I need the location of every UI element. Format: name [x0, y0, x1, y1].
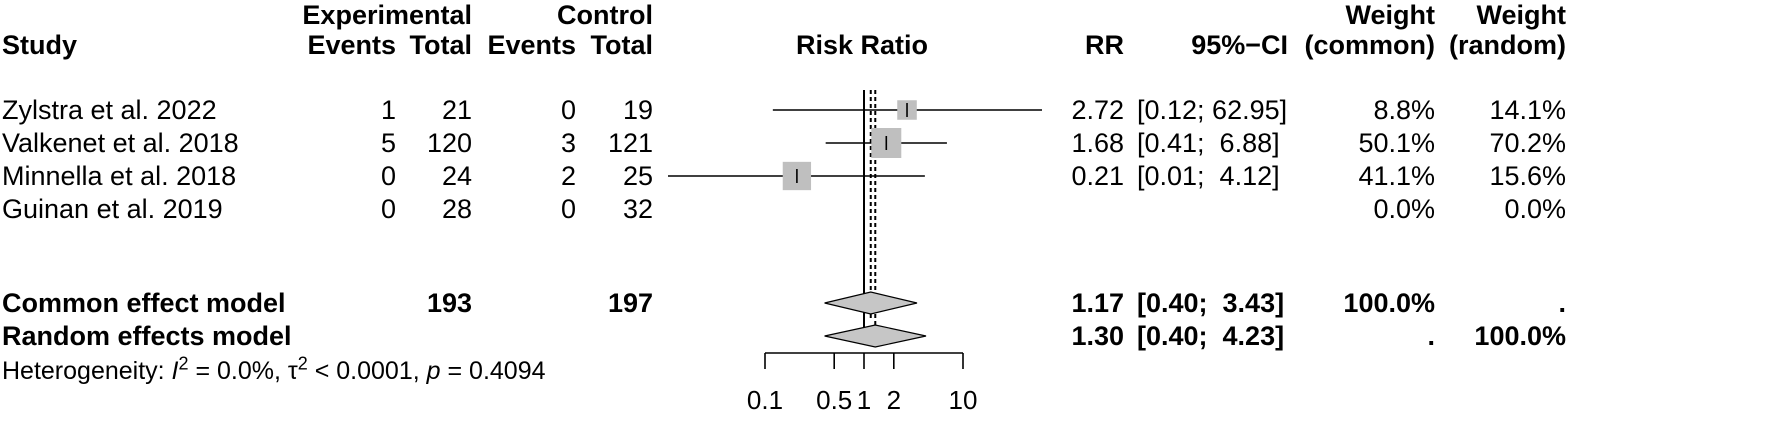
header-study: Study	[2, 30, 78, 60]
header-ctrl-events: Events	[487, 30, 576, 60]
random-rr: 1.30	[1071, 321, 1124, 351]
common-ci: [0.40; 3.43]	[1137, 288, 1285, 318]
study-ci: [0.12; 62.95]	[1137, 95, 1288, 125]
x-axis-tick-label: 1	[857, 385, 871, 415]
common-exp-total: 193	[426, 288, 472, 318]
x-axis-tick-label: 10	[949, 385, 978, 415]
study-name: Guinan et al. 2019	[2, 194, 223, 224]
exp-events: 0	[380, 194, 396, 224]
common-weight-random: .	[1558, 288, 1566, 318]
study-ci: [0.41; 6.88]	[1137, 128, 1280, 158]
header-control: Control	[557, 0, 653, 30]
x-axis-tick-label: 0.1	[747, 385, 783, 415]
ctrl-total: 19	[622, 95, 653, 125]
x-axis-tick-label: 2	[887, 385, 901, 415]
random-effects-label: Random effects model	[2, 321, 292, 351]
study-rr: 1.68	[1071, 128, 1124, 158]
header-weight-common-sub: (common)	[1304, 30, 1436, 60]
random-effects-diamond	[824, 324, 927, 348]
ctrl-events: 2	[560, 161, 576, 191]
random-weight-random: 100.0%	[1474, 321, 1566, 351]
ctrl-total: 121	[607, 128, 653, 158]
header-risk-ratio: Risk Ratio	[795, 30, 929, 60]
ctrl-events: 0	[560, 194, 576, 224]
exp-total: 120	[426, 128, 472, 158]
common-weight-common: 100.0%	[1343, 288, 1435, 318]
common-ctrl-total: 197	[607, 288, 653, 318]
study-name: Zylstra et al. 2022	[2, 95, 217, 125]
header-weight-random: Weight	[1476, 0, 1567, 30]
study-weight-common: 0.0%	[1373, 194, 1435, 224]
ctrl-total: 32	[622, 194, 653, 224]
study-weight-common: 50.1%	[1358, 128, 1435, 158]
study-name: Minnella et al. 2018	[2, 161, 237, 191]
study-name: Valkenet et al. 2018	[2, 128, 239, 158]
heterogeneity-text: Heterogeneity: I2 = 0.0%, τ2 < 0.0001, p…	[2, 353, 546, 385]
exp-total: 28	[441, 194, 472, 224]
header-weight-common: Weight	[1345, 0, 1436, 30]
header-exp-total: Total	[409, 30, 473, 60]
random-weight-common: .	[1427, 321, 1435, 351]
header-rr: RR	[1085, 30, 1124, 60]
exp-total: 24	[441, 161, 472, 191]
study-weight-common: 8.8%	[1373, 95, 1435, 125]
study-weight-random: 15.6%	[1489, 161, 1566, 191]
study-weight-random: 70.2%	[1489, 128, 1566, 158]
header-ctrl-total: Total	[590, 30, 654, 60]
study-weight-common: 41.1%	[1358, 161, 1435, 191]
common-effect-label: Common effect model	[2, 288, 286, 318]
exp-events: 1	[380, 95, 396, 125]
header-experimental: Experimental	[302, 0, 472, 30]
exp-events: 5	[380, 128, 396, 158]
ctrl-events: 0	[560, 95, 576, 125]
header-exp-events: Events	[307, 30, 396, 60]
random-ci: [0.40; 4.23]	[1137, 321, 1285, 351]
study-ci: [0.01; 4.12]	[1137, 161, 1280, 191]
study-rr: 2.72	[1071, 95, 1124, 125]
study-rr: 0.21	[1071, 161, 1124, 191]
ctrl-total: 25	[622, 161, 653, 191]
study-weight-random: 14.1%	[1489, 95, 1566, 125]
x-axis-tick-label: 0.5	[816, 385, 852, 415]
exp-events: 0	[380, 161, 396, 191]
common-rr: 1.17	[1071, 288, 1124, 318]
header-weight-random-sub: (random)	[1449, 30, 1566, 60]
ctrl-events: 3	[560, 128, 576, 158]
common-effect-diamond	[824, 291, 918, 315]
header-ci: 95%−CI	[1191, 30, 1288, 60]
exp-total: 21	[441, 95, 472, 125]
study-weight-random: 0.0%	[1504, 194, 1566, 224]
